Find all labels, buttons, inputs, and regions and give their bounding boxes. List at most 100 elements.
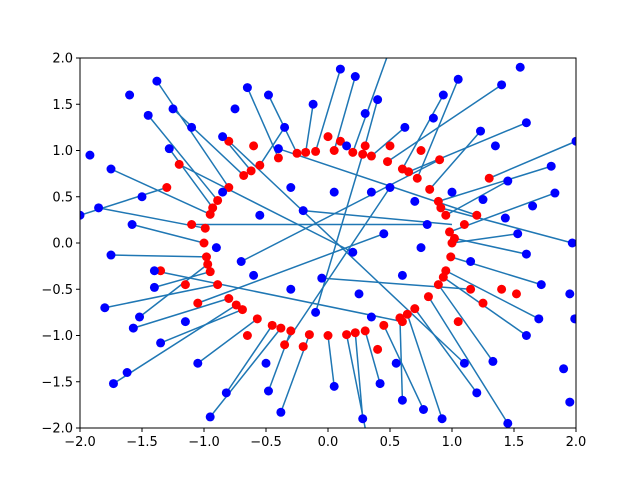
red-point-10 [329, 146, 339, 155]
connection-line-51 [406, 313, 443, 419]
blue-point-39 [567, 238, 576, 248]
red-point-60 [360, 141, 370, 151]
red-point-69 [373, 344, 383, 354]
blue-point-65 [559, 364, 569, 374]
blue-point-88 [466, 257, 476, 266]
red-point-59 [397, 317, 407, 327]
connection-line-59 [154, 270, 403, 323]
connection-line-62 [228, 140, 465, 364]
red-point-73 [453, 317, 463, 327]
red-point-41 [436, 203, 446, 213]
blue-point-68 [500, 213, 510, 223]
y-tick-label: −0.5 [41, 283, 73, 298]
red-point-9 [348, 147, 358, 157]
connection-line-14 [259, 126, 286, 166]
red-point-37 [433, 280, 443, 290]
red-point-48 [231, 300, 241, 310]
red-point-33 [379, 320, 389, 330]
red-point-21 [201, 252, 211, 262]
blue-point-19 [127, 220, 137, 229]
blue-point-72 [329, 187, 339, 197]
blue-point-86 [211, 243, 221, 253]
red-point-68 [323, 132, 333, 142]
red-point-52 [438, 272, 448, 282]
connection-line-46 [168, 148, 214, 209]
blue-point-35 [488, 356, 498, 366]
red-point-12 [292, 148, 302, 158]
red-point-71 [416, 146, 426, 155]
red-point-67 [478, 298, 488, 308]
x-tick-label: −1.5 [126, 435, 158, 450]
blue-point-13 [280, 122, 290, 132]
blue-point-66 [565, 289, 575, 299]
connection-line-38 [445, 270, 540, 320]
blue-point-91 [391, 358, 401, 368]
x-tick-label: 0.5 [380, 435, 401, 450]
red-point-45 [246, 166, 256, 176]
red-point-55 [472, 210, 482, 220]
y-tick-label: −1.5 [41, 375, 73, 390]
connection-line-57 [197, 233, 385, 304]
blue-point-1 [550, 188, 560, 198]
connection-line-41 [440, 207, 573, 244]
red-point-8 [366, 151, 376, 161]
connection-line-6 [401, 94, 444, 170]
connection-line-37 [437, 284, 494, 362]
connection-line-5 [416, 78, 459, 179]
y-tick-label: 0.0 [52, 237, 73, 252]
blue-points [80, 62, 576, 428]
blue-point-42 [308, 99, 318, 109]
connection-line-11 [314, 68, 342, 152]
blue-point-61 [236, 257, 246, 266]
red-point-64 [162, 183, 172, 192]
blue-point-99 [528, 201, 538, 211]
blue-point-17 [106, 164, 116, 174]
red-point-50 [350, 328, 360, 338]
red-point-42 [404, 167, 414, 177]
connection-line-34 [399, 317, 404, 401]
blue-point-8 [400, 122, 410, 132]
blue-point-0 [513, 229, 523, 239]
red-point-79 [385, 141, 395, 151]
connection-line-27 [225, 324, 273, 394]
blue-point-26 [221, 388, 231, 398]
connection-line-13 [246, 87, 280, 159]
red-point-58 [174, 159, 184, 169]
blue-point-60 [459, 358, 469, 368]
blue-point-27 [263, 386, 273, 396]
red-point-39 [446, 252, 456, 262]
red-point-16 [224, 183, 234, 192]
connection-line-26 [197, 318, 258, 364]
connection-line-55 [278, 147, 478, 216]
red-point-17 [213, 195, 223, 205]
connection-line-22 [154, 270, 211, 289]
blue-point-55 [379, 229, 389, 239]
blue-point-54 [422, 220, 432, 229]
blue-point-85 [218, 187, 228, 197]
connection-line-58 [178, 163, 354, 253]
blue-point-81 [85, 150, 95, 160]
red-point-11 [311, 146, 321, 156]
red-point-63 [435, 155, 445, 165]
blue-point-92 [180, 317, 190, 327]
blue-point-18 [94, 203, 104, 213]
connection-line-0 [451, 233, 518, 244]
blue-point-32 [397, 395, 407, 405]
blue-point-52 [317, 273, 327, 283]
connection-line-8 [370, 126, 406, 157]
red-point-29 [304, 330, 314, 340]
connection-line-63 [240, 159, 440, 263]
connection-line-35 [414, 308, 478, 394]
connection-line-33 [383, 325, 425, 410]
red-point-36 [423, 292, 433, 302]
blue-point-98 [137, 192, 147, 202]
blue-point-31 [418, 405, 428, 414]
connection-line-25 [160, 308, 243, 344]
blue-point-83 [515, 62, 525, 72]
connection-line-64 [80, 186, 168, 216]
blue-point-57 [149, 266, 159, 276]
connection-line-21 [110, 254, 207, 258]
red-point-22 [205, 267, 215, 277]
connection-line-32 [364, 330, 381, 384]
